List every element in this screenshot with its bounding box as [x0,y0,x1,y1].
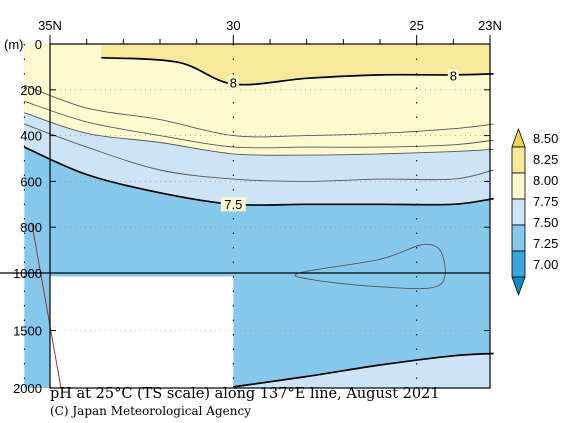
band-deep-7-50-to-7-75 [233,353,494,388]
colorbar-label: 7.50 [533,215,558,230]
colorbar-label: 7.75 [533,194,558,209]
contour-label: 8 [230,75,237,90]
contour-c7-50-upper [23,146,494,206]
chart-title: pH at 25°C (TS scale) along 137°E line, … [50,386,440,402]
contour-c7-95 [24,84,494,138]
y-tick-label: 0 [35,37,42,52]
y-tick-label: 200 [20,83,42,98]
contour-label-bg [447,69,459,84]
x-tick-label: 23N [478,18,502,33]
colorbar-swatch [511,172,526,200]
x-tick-label: 25 [409,18,423,33]
colorbar-label: 7.25 [533,236,558,251]
contour-label: 7.5 [224,197,242,212]
contour-c7-90 [24,100,494,149]
y-unit-label: (m) [4,37,24,52]
y-tick-label: 400 [20,129,42,144]
colorbar-swatch [511,250,526,278]
contour-label-bg [220,197,246,212]
contour-label: 8 [450,69,457,84]
contour-c7-75 [24,112,494,156]
y-tick-label: 1500 [13,324,42,339]
colorbar: 8.50 8.25 8.00 7.75 7.50 7.25 7.00 [511,127,558,297]
y-tick-label: 2000 [13,381,42,396]
colorbar-label: 8.00 [533,173,558,188]
contour-c7-50-lower [233,352,494,388]
contour-label-bg [227,75,239,90]
y-tick-label: 800 [20,220,42,235]
colorbar-arrow-top [511,127,526,148]
plot-area: 8 87.5 [23,44,494,389]
x-tick-label: 35N [38,18,62,33]
y-tick-label: 1000 [13,266,42,281]
axes: 35N 30 25 23N 0 200 400 600 800 1000 1500 2000 (m) [0,18,502,396]
colorbar-arrow-bottom [511,276,526,297]
x-tick-label: 30 [226,18,240,33]
colorbar-label: 8.25 [533,152,558,167]
colorbar-swatch [511,146,526,174]
contour-c7-65 [24,123,494,182]
chart-credit: (C) Japan Meteorological Agency [50,404,251,418]
colorbar-label: 8.50 [533,131,558,146]
colorbar-label: 7.00 [533,257,558,272]
y-tick-label: 600 [20,174,42,189]
bathymetry-line [31,222,62,389]
contour-c7-40-closed [294,243,446,290]
no-data-deep [50,276,234,388]
colorbar-swatch [511,198,526,226]
colorbar-swatch [511,224,526,252]
